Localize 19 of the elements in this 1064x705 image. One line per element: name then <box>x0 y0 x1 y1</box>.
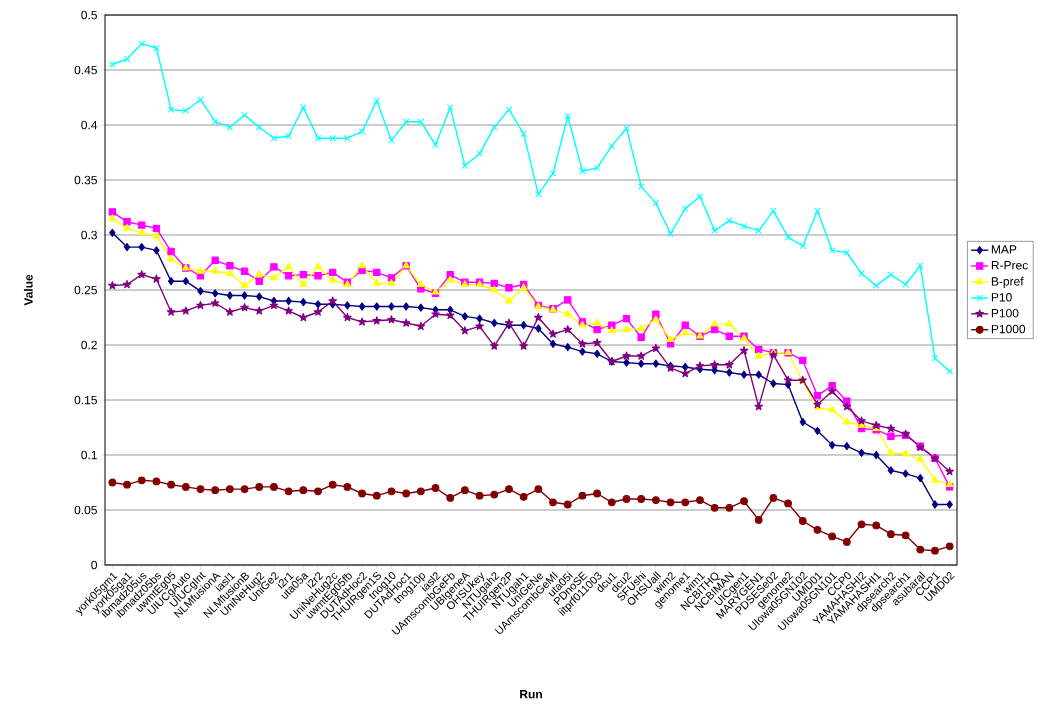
legend-label: P100 <box>991 308 1019 318</box>
y-tick-label: 0 <box>91 560 98 570</box>
y-tick-label: 0.2 <box>81 340 97 350</box>
legend-label: B-pref <box>991 276 1024 289</box>
y-axis-title: Value <box>23 274 33 306</box>
y-tick-label: 0.45 <box>74 65 97 75</box>
y-tick-label: 0.5 <box>81 10 97 20</box>
legend-label: P10 <box>991 293 1012 302</box>
legend-label: P1000 <box>991 324 1026 334</box>
y-tick-label: 0.15 <box>74 395 97 405</box>
y-tick-label: 0.35 <box>74 175 97 185</box>
y-tick-label: 0.1 <box>81 450 97 460</box>
y-tick-label: 0.4 <box>81 120 98 130</box>
y-tick-label: 0.25 <box>74 285 97 295</box>
y-tick-label: 0.3 <box>81 230 97 240</box>
legend-label: R-Prec <box>991 261 1028 270</box>
legend-label: MAP <box>991 245 1017 254</box>
y-tick-label: 0.05 <box>74 505 97 515</box>
x-axis-title: Run <box>520 690 542 699</box>
